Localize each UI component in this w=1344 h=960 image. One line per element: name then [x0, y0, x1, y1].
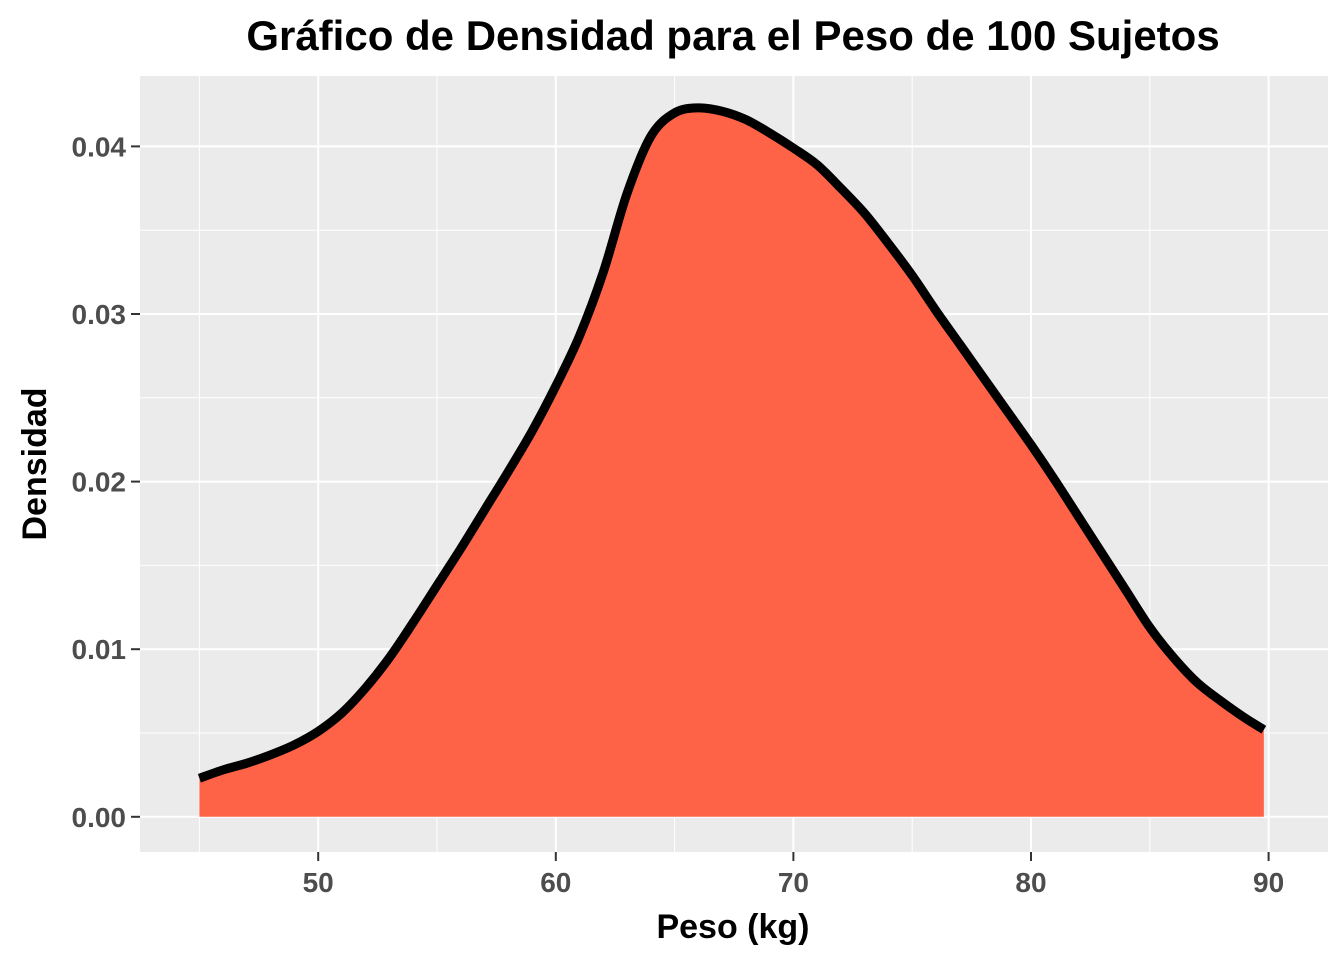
chart-title: Gráfico de Densidad para el Peso de 100 …	[246, 12, 1219, 59]
y-tick-label: 0.04	[72, 131, 127, 162]
y-axis: 0.00 0.01 0.02 0.03 0.04	[72, 131, 140, 833]
density-area	[199, 107, 1264, 817]
x-axis-title: Peso (kg)	[656, 908, 809, 946]
y-tick-label: 0.00	[72, 802, 127, 833]
y-axis-title: Densidad	[16, 387, 54, 540]
density-layer	[197, 103, 1267, 817]
x-axis: 50 60 70 80 90	[303, 852, 1284, 898]
y-tick-label: 0.02	[72, 467, 127, 498]
x-tick-label: 80	[1015, 867, 1046, 898]
x-tick-label: 60	[540, 867, 571, 898]
x-tick-label: 50	[303, 867, 334, 898]
y-tick-label: 0.01	[72, 634, 127, 665]
x-tick-label: 90	[1253, 867, 1284, 898]
density-line	[197, 103, 1267, 783]
x-tick-label: 70	[778, 867, 809, 898]
y-tick-label: 0.03	[72, 299, 127, 330]
